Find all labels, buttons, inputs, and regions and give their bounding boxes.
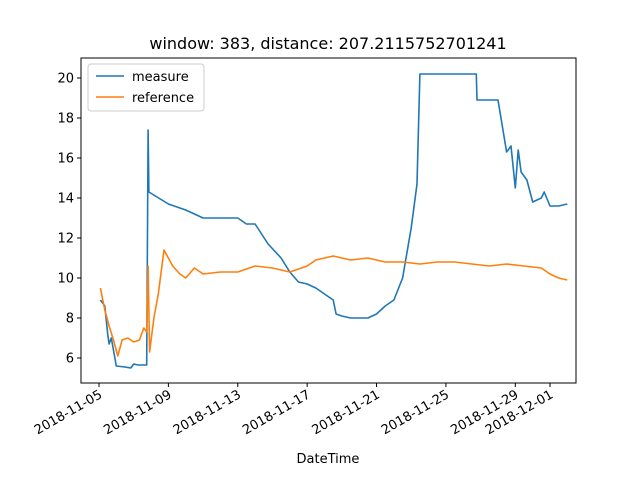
series-line-reference (99, 249, 568, 357)
x-axis-label: DateTime (297, 452, 360, 467)
y-tick-label: 16 (57, 152, 74, 167)
y-tick-label: 12 (57, 232, 74, 247)
legend: measure reference (87, 63, 205, 112)
series-lines (99, 73, 568, 369)
y-tick-label: 18 (57, 112, 74, 127)
y-tick-label: 10 (57, 272, 74, 287)
y-tick-label: 20 (57, 72, 74, 87)
y-axis: 6 8 10 12 14 16 18 20 (57, 72, 81, 367)
plot-frame (80, 57, 577, 384)
plot-area (80, 57, 577, 384)
series-line-measure (99, 73, 568, 369)
legend-label-reference: reference (132, 91, 194, 106)
y-tick-label: 8 (66, 312, 74, 327)
y-tick-label: 14 (57, 192, 74, 207)
legend-label-measure: measure (132, 70, 189, 85)
y-tick-label: 6 (66, 352, 74, 367)
chart-title: window: 383, distance: 207.2115752701241 (149, 34, 506, 53)
